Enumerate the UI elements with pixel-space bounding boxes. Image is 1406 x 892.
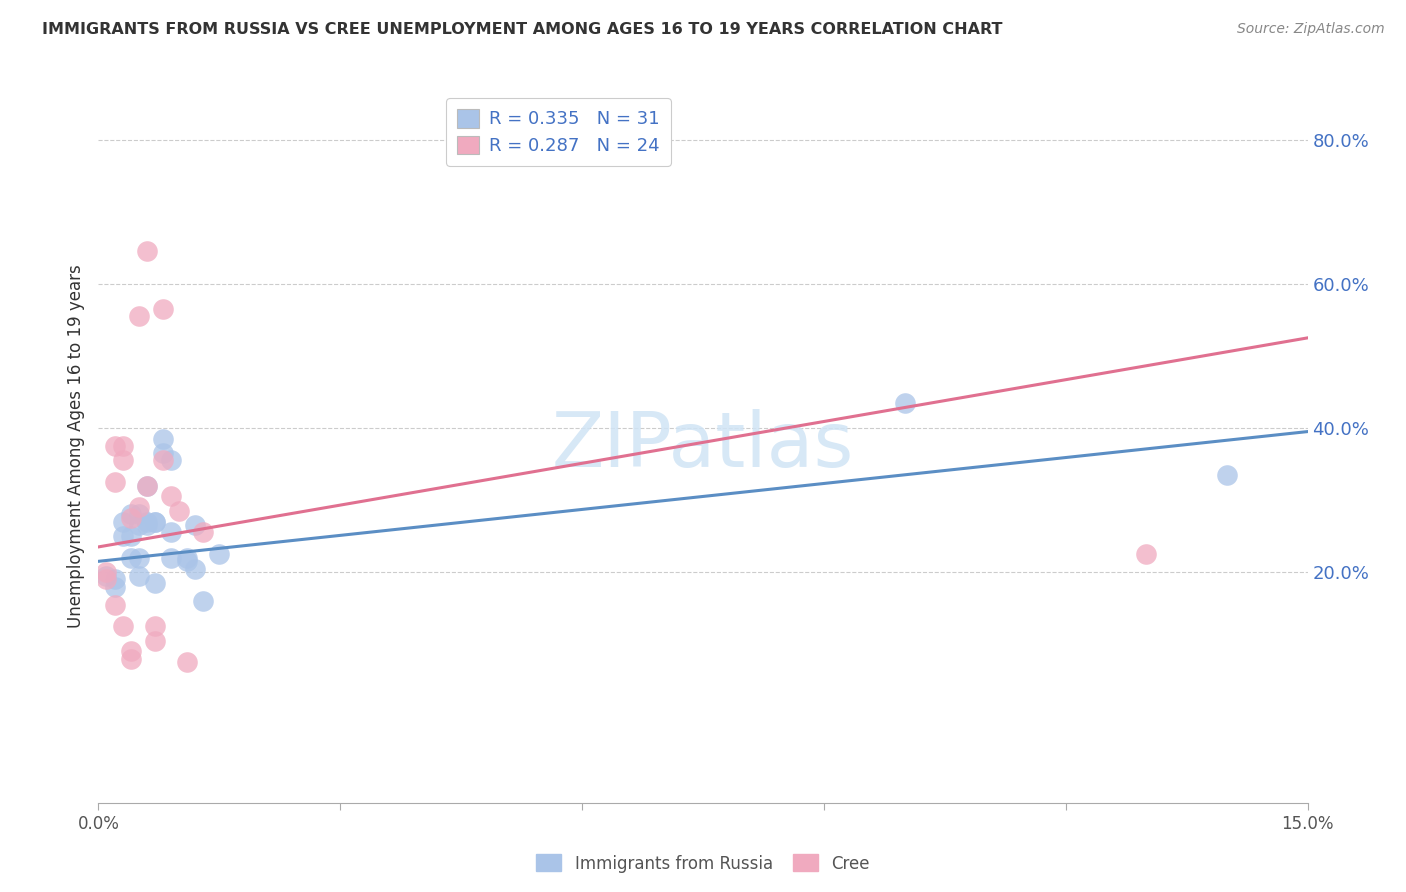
- Point: [160, 453, 183, 467]
- Point: [152, 301, 174, 316]
- Point: [135, 244, 157, 259]
- Point: [111, 439, 134, 453]
- Point: [152, 432, 174, 446]
- Point: [135, 518, 157, 533]
- Point: [111, 619, 134, 633]
- Point: [128, 500, 150, 515]
- Point: [120, 529, 142, 543]
- Point: [143, 576, 166, 591]
- Point: [103, 598, 125, 612]
- Point: [128, 568, 150, 582]
- Point: [135, 478, 157, 492]
- Point: [184, 518, 207, 533]
- Y-axis label: Unemployment Among Ages 16 to 19 years: Unemployment Among Ages 16 to 19 years: [66, 264, 84, 628]
- Point: [135, 478, 157, 492]
- Point: [193, 525, 215, 540]
- Point: [103, 439, 125, 453]
- Point: [111, 453, 134, 467]
- Point: [103, 475, 125, 489]
- Point: [120, 651, 142, 665]
- Point: [120, 508, 142, 522]
- Point: [143, 515, 166, 529]
- Point: [96, 568, 118, 582]
- Point: [128, 508, 150, 522]
- Point: [176, 554, 198, 568]
- Point: [120, 511, 142, 525]
- Point: [143, 619, 166, 633]
- Point: [167, 504, 190, 518]
- Text: Source: ZipAtlas.com: Source: ZipAtlas.com: [1237, 22, 1385, 37]
- Point: [111, 529, 134, 543]
- Point: [176, 550, 198, 565]
- Point: [1216, 467, 1239, 482]
- Point: [152, 446, 174, 460]
- Legend: Immigrants from Russia, Cree: Immigrants from Russia, Cree: [530, 847, 876, 880]
- Point: [160, 525, 183, 540]
- Point: [120, 644, 142, 658]
- Point: [208, 547, 231, 561]
- Point: [143, 515, 166, 529]
- Point: [152, 453, 174, 467]
- Point: [176, 655, 198, 669]
- Point: [128, 518, 150, 533]
- Point: [160, 490, 183, 504]
- Point: [103, 580, 125, 594]
- Point: [128, 550, 150, 565]
- Point: [111, 515, 134, 529]
- Point: [893, 396, 915, 410]
- Text: ZIPatlas: ZIPatlas: [551, 409, 855, 483]
- Point: [193, 594, 215, 608]
- Point: [128, 310, 150, 324]
- Point: [96, 572, 118, 586]
- Point: [135, 515, 157, 529]
- Point: [184, 561, 207, 575]
- Point: [160, 550, 183, 565]
- Point: [120, 550, 142, 565]
- Point: [1135, 547, 1157, 561]
- Text: IMMIGRANTS FROM RUSSIA VS CREE UNEMPLOYMENT AMONG AGES 16 TO 19 YEARS CORRELATIO: IMMIGRANTS FROM RUSSIA VS CREE UNEMPLOYM…: [42, 22, 1002, 37]
- Point: [96, 565, 118, 579]
- Point: [143, 633, 166, 648]
- Legend: R = 0.335   N = 31, R = 0.287   N = 24: R = 0.335 N = 31, R = 0.287 N = 24: [446, 98, 671, 166]
- Point: [103, 572, 125, 586]
